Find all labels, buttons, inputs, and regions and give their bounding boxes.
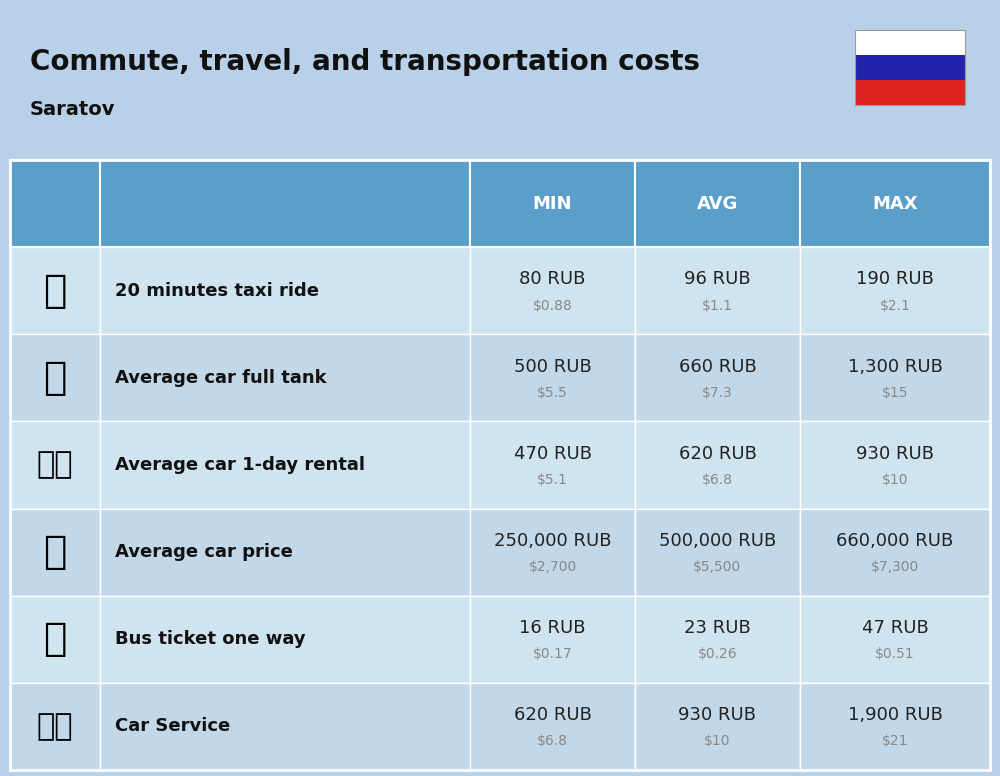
Text: $0.88: $0.88 (533, 299, 572, 313)
Bar (100, 596, 470, 683)
Text: 1,900 RUB: 1,900 RUB (848, 706, 942, 724)
Text: MIN: MIN (533, 195, 572, 213)
Text: Bus ticket one way: Bus ticket one way (115, 630, 306, 648)
Bar (10, 334, 100, 421)
Text: $15: $15 (882, 386, 908, 400)
Text: Average car 1-day rental: Average car 1-day rental (115, 456, 365, 474)
Text: $5.5: $5.5 (537, 386, 568, 400)
Text: Car Service: Car Service (115, 718, 230, 736)
Text: $5.1: $5.1 (537, 473, 568, 487)
Text: 🔑🚙: 🔑🚙 (37, 451, 73, 480)
Text: $2.1: $2.1 (880, 299, 910, 313)
Text: 500 RUB: 500 RUB (514, 358, 591, 376)
Text: 500,000 RUB: 500,000 RUB (659, 532, 776, 550)
Text: 23 RUB: 23 RUB (684, 619, 751, 637)
Bar (10, 160, 100, 247)
Text: 🔧🚗: 🔧🚗 (37, 712, 73, 741)
Text: 250,000 RUB: 250,000 RUB (494, 532, 611, 550)
Text: 20 minutes taxi ride: 20 minutes taxi ride (115, 282, 319, 300)
Bar (800, 508, 990, 596)
Bar (800, 596, 990, 683)
Bar (635, 421, 800, 508)
Bar (100, 160, 470, 247)
Text: $10: $10 (704, 734, 731, 748)
Text: 620 RUB: 620 RUB (514, 706, 591, 724)
Bar (100, 683, 470, 770)
Text: 930 RUB: 930 RUB (678, 706, 757, 724)
Text: 47 RUB: 47 RUB (862, 619, 928, 637)
Bar (10, 508, 100, 596)
Text: 930 RUB: 930 RUB (856, 445, 934, 462)
Text: 660,000 RUB: 660,000 RUB (836, 532, 954, 550)
Bar (635, 247, 800, 334)
Text: 660 RUB: 660 RUB (679, 358, 756, 376)
Bar (635, 508, 800, 596)
Text: Saratov: Saratov (30, 100, 116, 119)
Bar (100, 247, 470, 334)
Text: $0.17: $0.17 (533, 647, 572, 661)
Text: 16 RUB: 16 RUB (519, 619, 586, 637)
Text: Average car full tank: Average car full tank (115, 369, 327, 387)
Text: $7,300: $7,300 (871, 560, 919, 574)
Text: 🚗: 🚗 (43, 533, 67, 571)
Text: 190 RUB: 190 RUB (856, 270, 934, 289)
Bar (470, 421, 635, 508)
Bar (855, 80, 965, 105)
Bar (470, 247, 635, 334)
Bar (855, 30, 965, 105)
Text: 1,300 RUB: 1,300 RUB (848, 358, 942, 376)
Bar (800, 247, 990, 334)
Text: $2,700: $2,700 (528, 560, 577, 574)
Text: 620 RUB: 620 RUB (679, 445, 756, 462)
Bar (470, 508, 635, 596)
Text: 🚕: 🚕 (43, 272, 67, 310)
Bar (635, 683, 800, 770)
Bar (635, 334, 800, 421)
Bar (10, 683, 100, 770)
Text: Commute, travel, and transportation costs: Commute, travel, and transportation cost… (30, 48, 700, 76)
Bar (470, 683, 635, 770)
Text: Average car price: Average car price (115, 543, 293, 561)
Bar (855, 55, 965, 80)
Text: $21: $21 (882, 734, 908, 748)
Text: 470 RUB: 470 RUB (514, 445, 592, 462)
Text: 80 RUB: 80 RUB (519, 270, 586, 289)
Text: 96 RUB: 96 RUB (684, 270, 751, 289)
Bar (10, 596, 100, 683)
Text: 🚌: 🚌 (43, 620, 67, 658)
Bar (800, 683, 990, 770)
Bar (470, 596, 635, 683)
Bar (635, 596, 800, 683)
Bar (800, 160, 990, 247)
Text: $10: $10 (882, 473, 908, 487)
Text: $7.3: $7.3 (702, 386, 733, 400)
Text: $0.51: $0.51 (875, 647, 915, 661)
Bar (800, 334, 990, 421)
Text: AVG: AVG (697, 195, 738, 213)
Text: $5,500: $5,500 (693, 560, 742, 574)
Text: $0.26: $0.26 (698, 647, 737, 661)
Bar (470, 334, 635, 421)
Text: $1.1: $1.1 (702, 299, 733, 313)
Text: ⛽: ⛽ (43, 359, 67, 397)
Bar (100, 421, 470, 508)
Text: MAX: MAX (872, 195, 918, 213)
Bar (855, 30, 965, 55)
Text: $6.8: $6.8 (702, 473, 733, 487)
Bar (800, 421, 990, 508)
Bar (10, 421, 100, 508)
Bar (635, 160, 800, 247)
Bar (10, 160, 990, 770)
Bar (470, 160, 635, 247)
Text: $6.8: $6.8 (537, 734, 568, 748)
Bar (100, 508, 470, 596)
Bar (100, 334, 470, 421)
Bar (10, 247, 100, 334)
